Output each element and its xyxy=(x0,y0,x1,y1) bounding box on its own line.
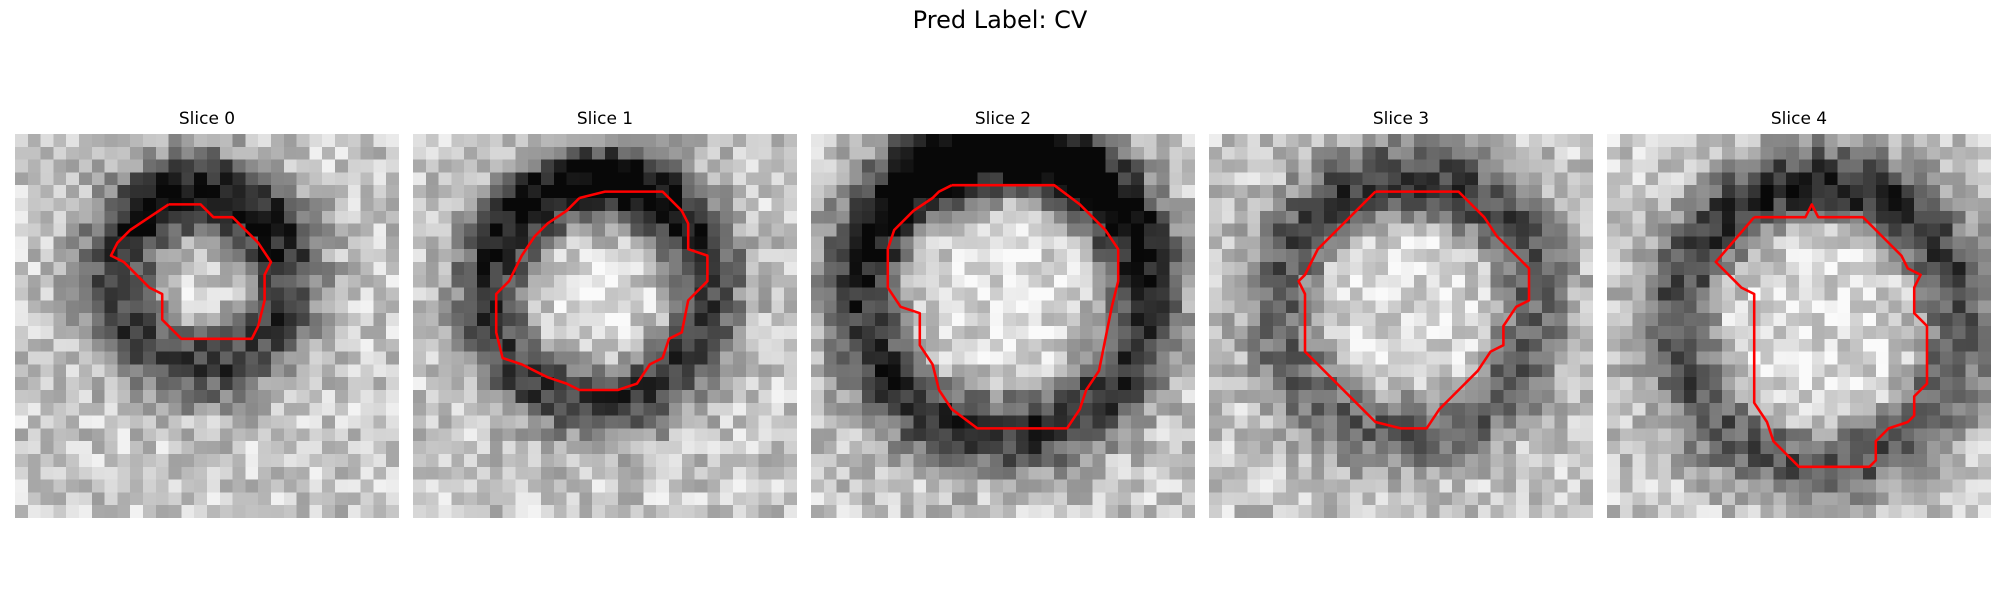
slice-panel-1: Slice 1 xyxy=(413,108,797,518)
segmentation-contour xyxy=(1297,190,1531,430)
segmentation-contour xyxy=(1714,203,1929,469)
slice-title: Slice 1 xyxy=(576,109,634,129)
slice-title: Slice 4 xyxy=(1770,109,1828,129)
slice-image-3 xyxy=(1209,134,1593,518)
grayscale-pixels xyxy=(413,134,797,518)
slice-title: Slice 3 xyxy=(1372,109,1430,129)
grayscale-pixels xyxy=(811,134,1195,518)
slice-image-2 xyxy=(811,134,1195,518)
slice-image-1 xyxy=(413,134,797,518)
segmentation-contour xyxy=(109,203,273,341)
slice-image-4 xyxy=(1607,134,1991,518)
slice-panel-4: Slice 4 xyxy=(1607,108,1991,518)
grayscale-pixels xyxy=(1607,134,1991,518)
slice-panel-0: Slice 0 xyxy=(15,108,399,518)
slice-image-0 xyxy=(15,134,399,518)
segmentation-contour xyxy=(886,183,1120,430)
slice-panel-3: Slice 3 xyxy=(1209,108,1593,518)
grayscale-pixels xyxy=(15,134,399,518)
slice-title: Slice 0 xyxy=(178,109,236,129)
figure-title: Pred Label: CV xyxy=(912,6,1088,34)
grayscale-pixels xyxy=(1209,134,1593,518)
slice-title: Slice 2 xyxy=(974,109,1032,129)
segmentation-contour xyxy=(494,190,709,392)
slice-panel-2: Slice 2 xyxy=(811,108,1195,518)
